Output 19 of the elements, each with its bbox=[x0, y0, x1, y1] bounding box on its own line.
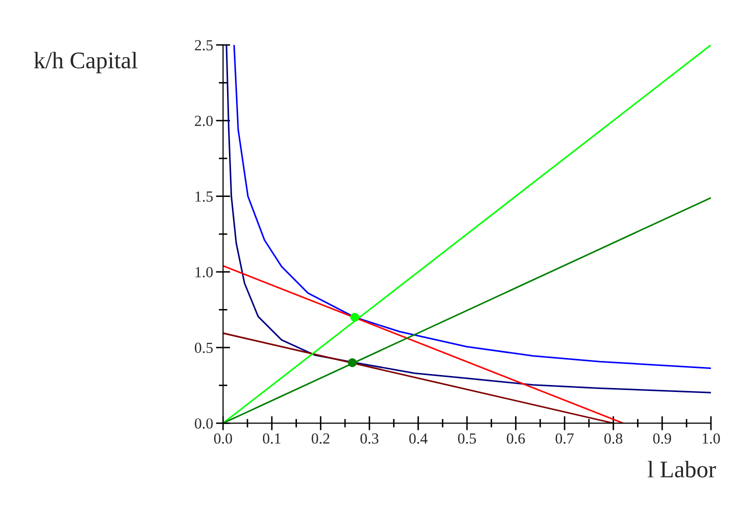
y-tick-label: 1.5 bbox=[196, 191, 213, 202]
y-tick-label: 0.0 bbox=[194, 418, 213, 429]
x-tick-label: 0.5 bbox=[458, 433, 476, 444]
x-tick-label: 0.2 bbox=[312, 433, 330, 444]
x-tick-label: 0.4 bbox=[409, 433, 428, 444]
x-tick-label: 0.6 bbox=[506, 433, 525, 444]
x-tick-label: 0.1 bbox=[262, 433, 280, 444]
x-tick-label: 0.7 bbox=[556, 433, 574, 444]
x-tick-label: 0.3 bbox=[360, 433, 378, 444]
y-tick-label: 2.0 bbox=[194, 116, 213, 126]
x-tick-label: 0.8 bbox=[604, 433, 622, 444]
y-axis-title: k/h Capital bbox=[34, 52, 138, 74]
x-tick-label: 0.9 bbox=[653, 433, 672, 444]
y-tick-label: 2.5 bbox=[194, 40, 213, 50]
y-tick-label: 1.0 bbox=[196, 267, 213, 278]
x-tick-label: 1.0 bbox=[702, 433, 720, 444]
x-axis-title: l Labor bbox=[648, 460, 716, 478]
y-tick-label: 0.5 bbox=[194, 342, 213, 354]
x-tick-label: 0.0 bbox=[214, 433, 232, 444]
